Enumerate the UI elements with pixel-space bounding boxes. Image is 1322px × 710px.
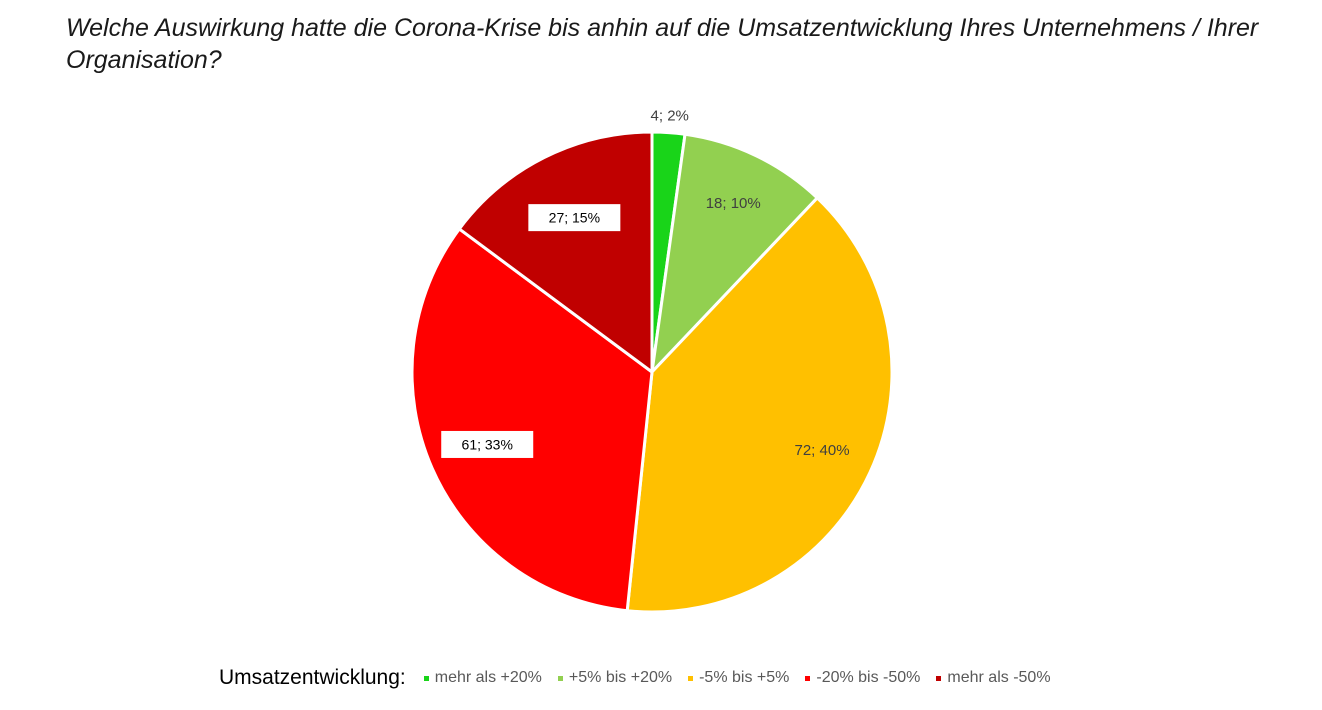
- legend-label: mehr als -50%: [947, 669, 1051, 686]
- pie-slice-plus5pct-bis-plus20pct: [650, 132, 819, 374]
- legend-swatch: [557, 675, 563, 681]
- legend-item-5pct-bis-plus5pct: -5% bis +5%: [688, 669, 789, 687]
- legend-label: -20% bis -50%: [816, 669, 921, 686]
- legend: Umsatzentwicklung: mehr als +20% +5% bis …: [219, 666, 1067, 690]
- data-label-20pct-bis-50pct: 61; 33%: [462, 436, 513, 452]
- legend-item-20pct-bis-50pct: -20% bis -50%: [805, 669, 920, 687]
- legend-swatch: [423, 675, 429, 681]
- legend-swatch: [688, 675, 694, 681]
- pie-chart: 4; 2% 18; 10% 72; 40% 61; 33% 27; 15%: [410, 107, 894, 614]
- data-label-mehr-als-50pct: 27; 15%: [549, 210, 600, 226]
- legend-swatch: [805, 675, 811, 681]
- chart-title: Welche Auswirkung hatte die Corona-Krise…: [66, 14, 1259, 74]
- legend-label: mehr als +20%: [434, 669, 542, 686]
- data-label-box-mehr-als-50pct: [528, 204, 621, 232]
- data-label-plus5pct-bis-plus20pct: 18; 10%: [706, 195, 761, 212]
- legend-item-mehr-als-plus20pct: mehr als +20%: [423, 669, 542, 687]
- pie-slice-mehr-als-50pct: [457, 130, 654, 374]
- data-label-5pct-bis-plus5pct: 72; 40%: [795, 442, 850, 459]
- pie-slice-5pct-bis-plus5pct: [625, 196, 894, 614]
- legend-item-mehr-als-50pct: mehr als -50%: [936, 669, 1051, 687]
- pie-slice-20pct-bis-50pct: [410, 227, 654, 613]
- legend-item-plus5pct-bis-plus20pct: +5% bis +20%: [557, 669, 673, 687]
- data-label-box-20pct-bis-50pct: [441, 430, 534, 458]
- legend-label: +5% bis +20%: [568, 669, 673, 686]
- legend-swatch: [936, 675, 942, 681]
- legend-title: Umsatzentwicklung:: [219, 666, 406, 689]
- legend-label: -5% bis +5%: [699, 669, 790, 686]
- data-label-mehr-als-plus20pct: 4; 2%: [651, 107, 689, 124]
